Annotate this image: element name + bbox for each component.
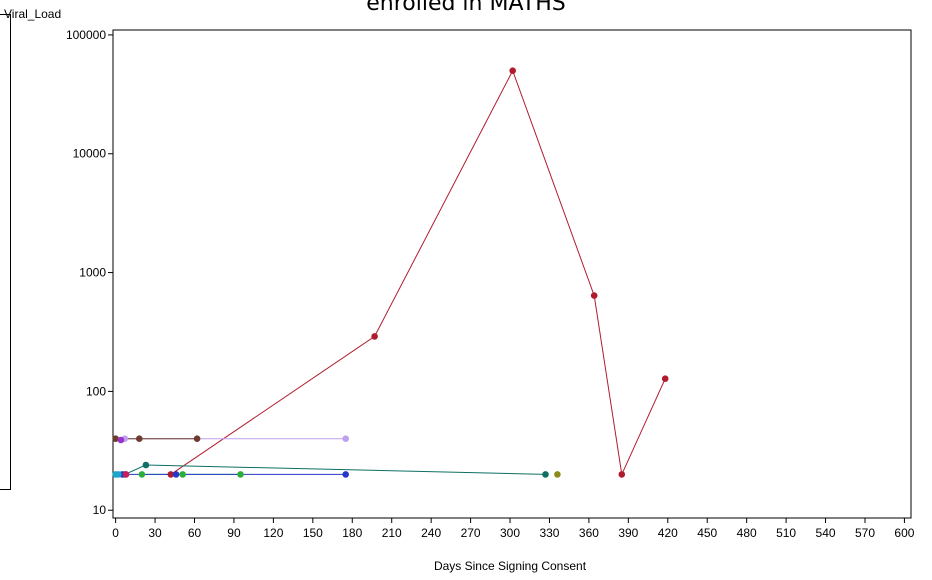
x-tick-label: 300 [500,526,520,540]
data-point [342,471,350,478]
x-tick-label: 210 [382,526,402,540]
series-layer [112,67,669,478]
data-point [112,435,119,443]
data-point [138,471,146,478]
x-tick-label: 600 [894,526,914,540]
x-tick-label: 360 [579,526,599,540]
plot-frame [112,29,912,519]
data-point [172,471,180,478]
data-point [554,471,561,478]
x-tick-label: 480 [737,526,757,540]
data-point [136,435,143,443]
x-tick-label: 0 [112,526,119,540]
x-tick-label: 240 [421,526,441,540]
data-point [542,471,549,478]
chart-title: enrolled in MATHS [366,0,566,16]
x-tick-label: 540 [816,526,836,540]
x-tick-label: 450 [697,526,717,540]
y-tick-label: 100000 [66,28,106,42]
y-tick-label: 10 [93,503,107,517]
data-point [167,471,175,478]
x-tick-label: 420 [658,526,678,540]
data-point [661,375,669,383]
x-tick-label: 60 [188,526,202,540]
data-point [590,292,598,299]
series-line [124,464,546,475]
data-point [193,435,201,443]
x-tick-label: 180 [342,526,362,540]
y-axis-ticks: 10 100 1000 10000 100000 [66,28,113,517]
x-tick-label: 570 [855,526,875,540]
y-tick-label: 1000 [79,266,106,280]
data-point [115,471,122,478]
x-tick-label: 30 [148,526,162,540]
data-point [618,471,626,478]
data-point [142,461,150,469]
x-tick-label: 120 [263,526,283,540]
data-point [371,333,378,340]
x-axis-label: Days Since Signing Consent [434,559,587,573]
x-tick-label: 270 [461,526,481,540]
y-tick-label: 10000 [73,147,107,161]
data-point [122,471,130,478]
x-tick-label: 90 [227,526,241,540]
side-panel-border [0,14,11,490]
data-point [117,436,125,444]
data-point [342,435,350,443]
data-point [509,67,516,74]
x-tick-label: 390 [618,526,638,540]
x-tick-label: 150 [303,526,323,540]
x-tick-label: 510 [776,526,796,540]
y-axis-label: Viral_Load [4,7,61,21]
x-axis-ticks: 0 30 60 90 120 150 180 210 240 270 300 330 360 390 420… [112,518,915,540]
data-point [237,471,244,478]
y-tick-label: 100 [86,384,106,398]
series-line [170,69,666,477]
x-tick-label: 330 [539,526,559,540]
data-point [179,471,186,478]
